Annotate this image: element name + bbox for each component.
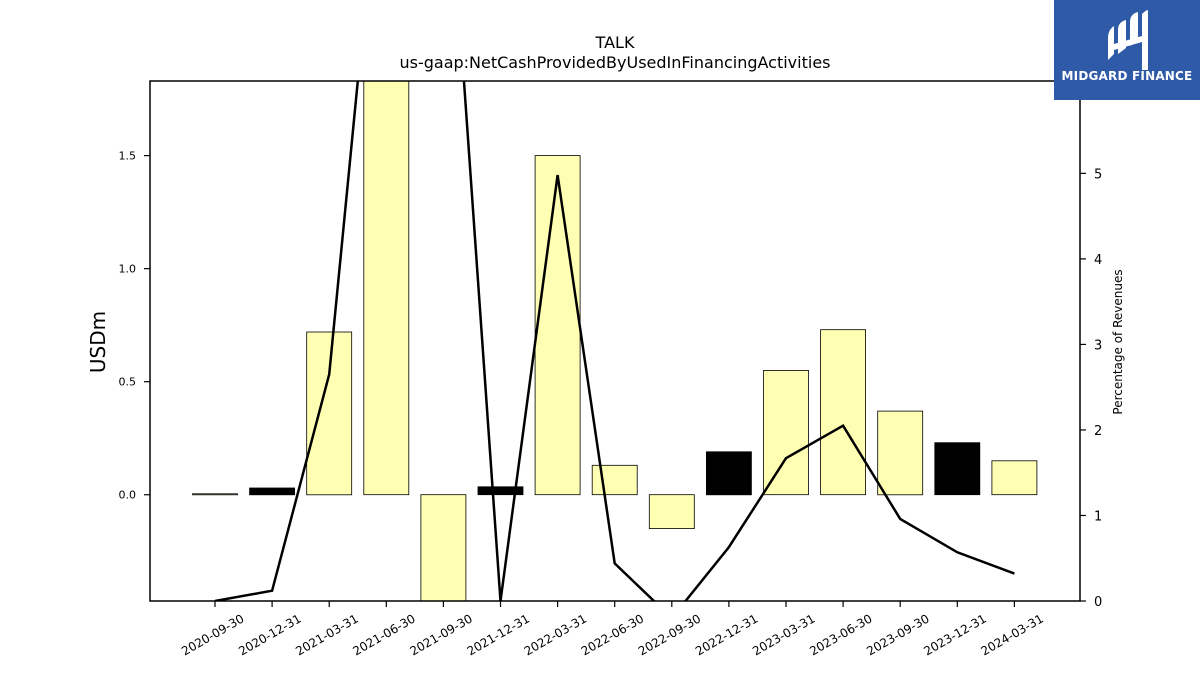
x-tick-label: 2021-09-30 <box>407 611 474 658</box>
x-tick-label: 2023-03-31 <box>750 611 817 658</box>
x-tick-label: 2023-06-30 <box>807 611 874 658</box>
x-tick-label: 2020-12-31 <box>236 611 303 658</box>
bar-2022-06-30 <box>591 464 638 496</box>
y2-tick-label: 4 <box>1094 253 1102 268</box>
x-tick-label: 2021-06-30 <box>350 611 417 658</box>
y-axis-label: USDm <box>86 311 110 373</box>
y-tick-label: 0.0 <box>119 489 137 502</box>
y2-tick-label: 2 <box>1094 424 1102 439</box>
bar-2022-12-31 <box>706 451 752 496</box>
y2-tick-label: 3 <box>1094 338 1102 353</box>
bar-2023-12-31 <box>934 442 981 496</box>
y-tick-label: 1.5 <box>119 150 137 163</box>
x-tick-label: 2022-06-30 <box>579 611 646 658</box>
bar-2023-09-30 <box>877 410 924 496</box>
revenue-pct-line <box>214 81 1015 601</box>
x-tick-label: 2024-03-31 <box>978 611 1045 658</box>
axes-frame: 0.00.51.01.50123452020-09-302020-12-3120… <box>119 80 1102 658</box>
midgard-logo-icon <box>1108 10 1148 70</box>
x-tick-label: 2023-09-30 <box>864 611 931 658</box>
x-tick-label: 2023-12-31 <box>921 611 988 658</box>
bar-2023-03-31 <box>763 369 809 496</box>
x-tick-label: 2021-12-31 <box>465 611 532 658</box>
x-tick-label: 2020-09-30 <box>179 611 246 658</box>
bar-2024-03-31 <box>991 460 1038 496</box>
bar-2023-06-30 <box>820 329 866 496</box>
y2-tick-label: 0 <box>1094 595 1102 610</box>
y-tick-label: 0.5 <box>119 376 137 389</box>
y2-tick-label: 1 <box>1094 509 1102 524</box>
x-tick-label: 2022-03-31 <box>522 611 589 658</box>
y-tick-label: 1.0 <box>119 263 137 276</box>
chart-title: TALK <box>595 33 635 52</box>
bar-2021-12-31 <box>477 486 524 496</box>
x-tick-label: 2021-03-31 <box>293 611 360 658</box>
x-tick-label: 2022-12-31 <box>693 611 760 658</box>
bar-2020-09-30 <box>192 493 238 496</box>
x-tick-label: 2022-09-30 <box>636 611 703 658</box>
bar-2020-12-31 <box>249 487 296 496</box>
logo-text: MIDGARD FINANCE <box>1061 69 1193 83</box>
bar-2021-09-30 <box>420 494 467 601</box>
y2-axis-label: Percentage of Revenues <box>1111 269 1125 414</box>
y2-tick-label: 5 <box>1094 167 1102 182</box>
chart-subtitle: us-gaap:NetCashProvidedByUsedInFinancing… <box>399 53 830 72</box>
plot-area <box>192 81 1038 601</box>
bar-2021-03-31 <box>306 331 353 496</box>
bar-2021-06-30 <box>363 81 410 496</box>
bar-2022-09-30 <box>648 494 695 530</box>
brand-logo: MIDGARD FINANCE <box>1054 0 1200 100</box>
bar-2022-03-31 <box>534 155 581 496</box>
